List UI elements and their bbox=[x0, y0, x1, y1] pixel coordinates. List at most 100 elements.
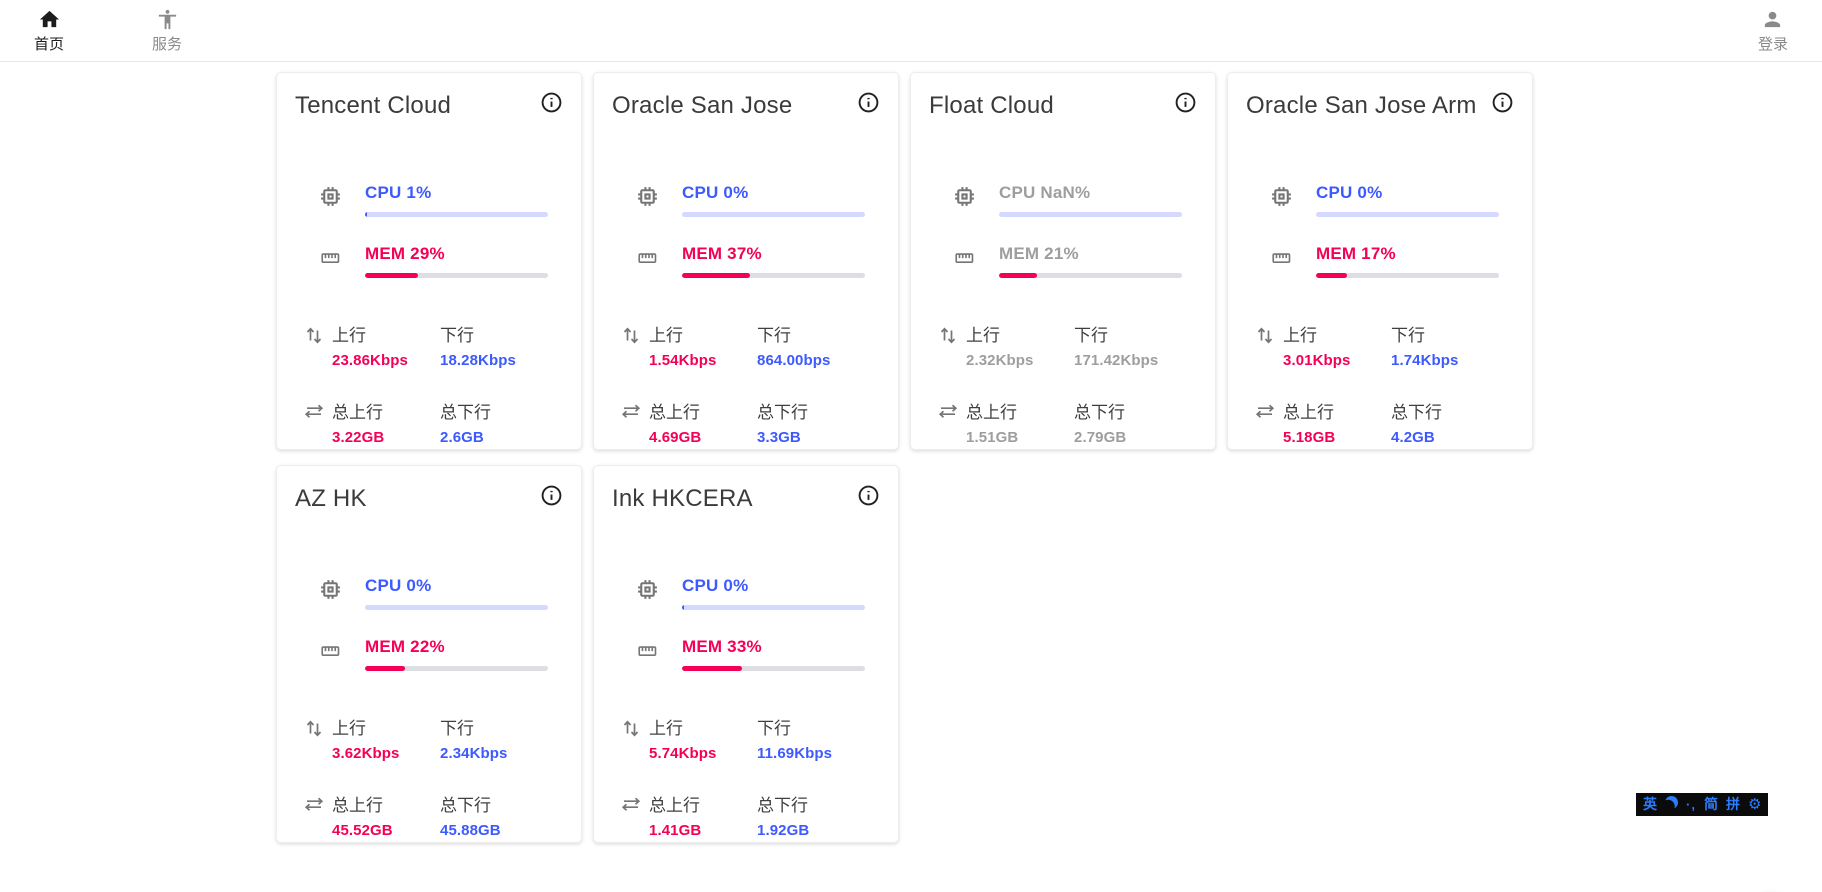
download-label: 下行 bbox=[1074, 326, 1108, 345]
nav-item-label: 登录 bbox=[1757, 35, 1788, 53]
compare-arrows-icon bbox=[612, 791, 649, 839]
dashboard: Tencent Cloud CPU 1% bbox=[0, 62, 1822, 891]
swap-vert-icon bbox=[1246, 321, 1283, 369]
moon-icon[interactable] bbox=[1665, 793, 1678, 816]
download-label: 下行 bbox=[757, 326, 791, 345]
upload-label: 上行 bbox=[649, 719, 683, 738]
server-card: Oracle San Jose Arm CPU 0% bbox=[1227, 72, 1533, 450]
total-upload-label: 总上行 bbox=[332, 403, 383, 422]
mem-progress-bar bbox=[365, 666, 548, 671]
upload-value: 5.74Kbps bbox=[649, 745, 717, 762]
download-value: 18.28Kbps bbox=[440, 352, 516, 369]
server-name: Oracle San Jose bbox=[612, 92, 793, 119]
ime-simplified-toggle[interactable]: 简 bbox=[1703, 796, 1718, 812]
cpu-progress-bar bbox=[999, 212, 1182, 217]
mem-progress-bar bbox=[682, 666, 865, 671]
info-icon[interactable] bbox=[540, 91, 563, 119]
ruler-icon bbox=[929, 244, 999, 278]
total-upload-value: 3.22GB bbox=[332, 429, 385, 446]
server-card: Float Cloud CPU NaN% bbox=[910, 72, 1216, 450]
upload-value: 3.62Kbps bbox=[332, 745, 400, 762]
download-label: 下行 bbox=[440, 326, 474, 345]
total-download-value: 3.3GB bbox=[757, 429, 801, 446]
info-icon[interactable] bbox=[1491, 91, 1514, 119]
cpu-usage-label: CPU NaN% bbox=[999, 183, 1091, 202]
upload-label: 上行 bbox=[1283, 326, 1317, 345]
upload-label: 上行 bbox=[332, 326, 366, 345]
total-upload-label: 总上行 bbox=[332, 796, 383, 815]
cpu-usage-label: CPU 1% bbox=[365, 183, 432, 202]
cpu-progress-bar bbox=[365, 605, 548, 610]
upload-value: 1.54Kbps bbox=[649, 352, 717, 369]
download-value: 864.00bps bbox=[757, 352, 831, 369]
upload-label: 上行 bbox=[332, 719, 366, 738]
cpu-usage-label: CPU 0% bbox=[682, 576, 749, 595]
cpu-chip-icon bbox=[612, 576, 682, 610]
download-value: 11.69Kbps bbox=[757, 745, 833, 762]
upload-value: 2.32Kbps bbox=[966, 352, 1034, 369]
gear-icon[interactable]: ⚙ bbox=[1747, 796, 1762, 813]
server-name: Tencent Cloud bbox=[295, 92, 452, 119]
total-download-value: 45.88GB bbox=[440, 822, 501, 839]
download-label: 下行 bbox=[757, 719, 791, 738]
info-icon[interactable] bbox=[1174, 91, 1197, 119]
accessibility-icon bbox=[156, 8, 179, 31]
mem-progress-bar bbox=[1316, 273, 1499, 278]
swap-vert-icon bbox=[295, 714, 332, 762]
server-name: AZ HK bbox=[295, 485, 367, 512]
compare-arrows-icon bbox=[929, 398, 966, 446]
mem-usage-label: MEM 37% bbox=[682, 244, 762, 263]
upload-value: 3.01Kbps bbox=[1283, 352, 1351, 369]
server-card: Oracle San Jose CPU 0% bbox=[593, 72, 899, 450]
total-download-label: 总下行 bbox=[757, 403, 808, 422]
total-upload-value: 45.52GB bbox=[332, 822, 393, 839]
total-upload-value: 1.51GB bbox=[966, 429, 1019, 446]
home-icon bbox=[38, 8, 61, 31]
cpu-progress-bar bbox=[1316, 212, 1499, 217]
total-download-label: 总下行 bbox=[1391, 403, 1442, 422]
cpu-progress-bar bbox=[365, 212, 548, 217]
total-download-value: 2.6GB bbox=[440, 429, 484, 446]
swap-vert-icon bbox=[612, 714, 649, 762]
info-icon[interactable] bbox=[540, 484, 563, 512]
total-download-label: 总下行 bbox=[440, 403, 491, 422]
ime-punctuation-toggle[interactable]: ·, bbox=[1686, 797, 1696, 812]
server-card: Ink HKCERA CPU 0% bbox=[593, 465, 899, 843]
total-download-value: 2.79GB bbox=[1074, 429, 1127, 446]
ruler-icon bbox=[1246, 244, 1316, 278]
ime-status-bar: 英 ·, 简 拼 ⚙ bbox=[1636, 793, 1769, 816]
mem-progress-bar bbox=[365, 273, 548, 278]
top-nav: 首页 服务 登录 bbox=[0, 0, 1822, 62]
nav-item-login[interactable]: 登录 bbox=[1758, 8, 1788, 54]
mem-usage-label: MEM 17% bbox=[1316, 244, 1396, 263]
total-upload-label: 总上行 bbox=[649, 403, 700, 422]
compare-arrows-icon bbox=[295, 791, 332, 839]
nav-item-services[interactable]: 服务 bbox=[152, 8, 182, 54]
total-download-label: 总下行 bbox=[440, 796, 491, 815]
info-icon[interactable] bbox=[857, 484, 880, 512]
mem-usage-label: MEM 29% bbox=[365, 244, 445, 263]
person-icon bbox=[1761, 8, 1784, 31]
server-name: Oracle San Jose Arm bbox=[1246, 92, 1477, 119]
cpu-usage-label: CPU 0% bbox=[1316, 183, 1383, 202]
cpu-chip-icon bbox=[1246, 183, 1316, 217]
info-icon[interactable] bbox=[857, 91, 880, 119]
nav-item-label: 首页 bbox=[34, 35, 65, 53]
total-download-label: 总下行 bbox=[1074, 403, 1125, 422]
ime-pinyin-toggle[interactable]: 拼 bbox=[1725, 796, 1740, 812]
ime-english-toggle[interactable]: 英 bbox=[1643, 796, 1657, 812]
compare-arrows-icon bbox=[295, 398, 332, 446]
total-upload-label: 总上行 bbox=[1283, 403, 1334, 422]
ruler-icon bbox=[612, 244, 682, 278]
server-card: AZ HK CPU 0% bbox=[276, 465, 582, 843]
download-value: 1.74Kbps bbox=[1391, 352, 1459, 369]
total-upload-value: 5.18GB bbox=[1283, 429, 1336, 446]
upload-label: 上行 bbox=[966, 326, 1000, 345]
mem-usage-label: MEM 21% bbox=[999, 244, 1079, 263]
nav-item-home[interactable]: 首页 bbox=[34, 8, 64, 54]
total-upload-value: 4.69GB bbox=[649, 429, 702, 446]
server-card-grid: Tencent Cloud CPU 1% bbox=[276, 72, 1533, 843]
download-label: 下行 bbox=[440, 719, 474, 738]
cpu-progress-bar bbox=[682, 605, 865, 610]
cpu-usage-label: CPU 0% bbox=[365, 576, 432, 595]
